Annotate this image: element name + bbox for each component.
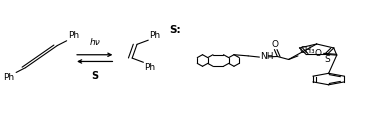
Text: Ph: Ph [149,31,161,40]
Text: S: S [324,55,330,64]
Text: Ph: Ph [144,63,156,72]
Text: O: O [315,49,322,58]
Text: S: S [91,71,98,81]
Text: NH: NH [260,52,274,61]
Text: hν: hν [89,38,100,47]
Text: CH₃: CH₃ [299,46,314,55]
Text: O: O [272,40,279,49]
Text: S:: S: [170,25,181,35]
Text: Ph: Ph [68,31,79,40]
Text: Ph: Ph [3,73,14,82]
